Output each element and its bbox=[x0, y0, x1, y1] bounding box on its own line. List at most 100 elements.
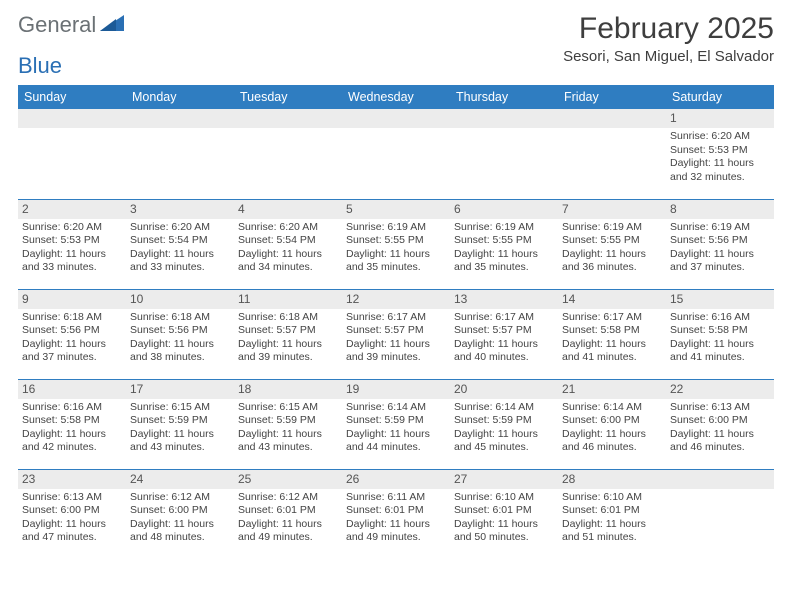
sunset-text: Sunset: 6:01 PM bbox=[454, 504, 554, 517]
calendar-cell: 18Sunrise: 6:15 AMSunset: 5:59 PMDayligh… bbox=[234, 379, 342, 469]
daylight-text: Daylight: 11 hours bbox=[454, 518, 554, 531]
calendar-cell: 10Sunrise: 6:18 AMSunset: 5:56 PMDayligh… bbox=[126, 289, 234, 379]
calendar-cell: 27Sunrise: 6:10 AMSunset: 6:01 PMDayligh… bbox=[450, 469, 558, 559]
sunrise-text: Sunrise: 6:17 AM bbox=[454, 311, 554, 324]
day-number-row: 16 bbox=[18, 380, 126, 399]
calendar-cell: 8Sunrise: 6:19 AMSunset: 5:56 PMDaylight… bbox=[666, 199, 774, 289]
calendar-cell: 25Sunrise: 6:12 AMSunset: 6:01 PMDayligh… bbox=[234, 469, 342, 559]
sunrise-text: Sunrise: 6:20 AM bbox=[238, 221, 338, 234]
daylight-text: and 41 minutes. bbox=[670, 351, 770, 364]
sunrise-text: Sunrise: 6:16 AM bbox=[22, 401, 122, 414]
daylight-text: Daylight: 11 hours bbox=[670, 248, 770, 261]
day-number bbox=[238, 111, 241, 125]
day-number bbox=[130, 111, 133, 125]
daylight-text: Daylight: 11 hours bbox=[238, 518, 338, 531]
sunrise-text: Sunrise: 6:19 AM bbox=[670, 221, 770, 234]
sunrise-text: Sunrise: 6:15 AM bbox=[130, 401, 230, 414]
day-number-row: 11 bbox=[234, 290, 342, 309]
daylight-text: and 39 minutes. bbox=[238, 351, 338, 364]
sunrise-text: Sunrise: 6:17 AM bbox=[562, 311, 662, 324]
calendar-week-row: 9Sunrise: 6:18 AMSunset: 5:56 PMDaylight… bbox=[18, 289, 774, 379]
sunrise-text: Sunrise: 6:17 AM bbox=[346, 311, 446, 324]
day-number: 18 bbox=[238, 382, 251, 396]
day-number-row: 24 bbox=[126, 470, 234, 489]
day-number: 7 bbox=[562, 202, 569, 216]
daylight-text: Daylight: 11 hours bbox=[346, 338, 446, 351]
calendar-week-row: 23Sunrise: 6:13 AMSunset: 6:00 PMDayligh… bbox=[18, 469, 774, 559]
day-number: 24 bbox=[130, 472, 143, 486]
calendar-cell: 3Sunrise: 6:20 AMSunset: 5:54 PMDaylight… bbox=[126, 199, 234, 289]
sunset-text: Sunset: 5:59 PM bbox=[346, 414, 446, 427]
sunset-text: Sunset: 5:58 PM bbox=[562, 324, 662, 337]
brand-part2: Blue bbox=[18, 53, 62, 79]
daylight-text: and 42 minutes. bbox=[22, 441, 122, 454]
daylight-text: and 51 minutes. bbox=[562, 531, 662, 544]
daylight-text: and 45 minutes. bbox=[454, 441, 554, 454]
calendar-cell: 17Sunrise: 6:15 AMSunset: 5:59 PMDayligh… bbox=[126, 379, 234, 469]
day-number-row: 7 bbox=[558, 200, 666, 219]
day-number bbox=[562, 111, 565, 125]
daylight-text: and 36 minutes. bbox=[562, 261, 662, 274]
calendar-cell: 5Sunrise: 6:19 AMSunset: 5:55 PMDaylight… bbox=[342, 199, 450, 289]
day-number-row bbox=[450, 109, 558, 128]
calendar-cell: 20Sunrise: 6:14 AMSunset: 5:59 PMDayligh… bbox=[450, 379, 558, 469]
calendar-week-row: 16 Sunrise: 6:16 AMSunset: 5:58 PM Dayligh… bbox=[18, 379, 774, 469]
sunrise-text: Sunrise: 6:14 AM bbox=[346, 401, 446, 414]
day-number: 3 bbox=[130, 202, 137, 216]
daylight-text: Daylight: 11 hours bbox=[562, 428, 662, 441]
day-number-row bbox=[126, 109, 234, 128]
day-number-row: 4 bbox=[234, 200, 342, 219]
sunset-text: Sunset: 6:00 PM bbox=[22, 504, 122, 517]
daylight-text: Daylight: 11 hours bbox=[22, 518, 122, 531]
calendar-cell: 16Sunrise: 6:16 AMSunset: 5:58 PMDayligh… bbox=[18, 379, 126, 469]
day-number-row: 9 bbox=[18, 290, 126, 309]
day-number-row: 28 bbox=[558, 470, 666, 489]
weekday-header: Tuesday bbox=[234, 85, 342, 109]
day-number: 8 bbox=[670, 202, 677, 216]
daylight-text: Daylight: 11 hours bbox=[130, 248, 230, 261]
calendar-cell bbox=[342, 109, 450, 199]
day-number bbox=[346, 111, 349, 125]
day-number: 14 bbox=[562, 292, 575, 306]
day-number-row bbox=[558, 109, 666, 128]
day-number-row: 25 bbox=[234, 470, 342, 489]
daylight-text: Daylight: 11 hours bbox=[670, 338, 770, 351]
calendar-week-row: 2Sunrise: 6:20 AMSunset: 5:53 PMDaylight… bbox=[18, 199, 774, 289]
sunset-text: Sunset: 6:00 PM bbox=[130, 504, 230, 517]
sunset-text: Sunset: 5:58 PM bbox=[22, 414, 122, 427]
day-number-row: 23 bbox=[18, 470, 126, 489]
calendar-cell: 13Sunrise: 6:17 AMSunset: 5:57 PMDayligh… bbox=[450, 289, 558, 379]
calendar-cell: 26Sunrise: 6:11 AMSunset: 6:01 PMDayligh… bbox=[342, 469, 450, 559]
daylight-text: and 32 minutes. bbox=[670, 171, 770, 184]
day-number-row: 13 bbox=[450, 290, 558, 309]
sunrise-text: Sunrise: 6:20 AM bbox=[670, 130, 770, 143]
sunset-text: Sunset: 6:01 PM bbox=[238, 504, 338, 517]
sunrise-text: Sunrise: 6:10 AM bbox=[562, 491, 662, 504]
sunset-text: Sunset: 5:57 PM bbox=[346, 324, 446, 337]
day-number: 23 bbox=[22, 472, 35, 486]
weekday-header: Saturday bbox=[666, 85, 774, 109]
sunrise-text: Sunrise: 6:18 AM bbox=[238, 311, 338, 324]
daylight-text: and 43 minutes. bbox=[238, 441, 338, 454]
daylight-text: Daylight: 11 hours bbox=[238, 248, 338, 261]
sunrise-text: Sunrise: 6:11 AM bbox=[346, 491, 446, 504]
calendar-cell: 24Sunrise: 6:12 AMSunset: 6:00 PMDayligh… bbox=[126, 469, 234, 559]
day-number: 10 bbox=[130, 292, 143, 306]
sunrise-text: Sunrise: 6:19 AM bbox=[454, 221, 554, 234]
sunrise-text: Sunrise: 6:14 AM bbox=[562, 401, 662, 414]
sunset-text: Sunset: 5:53 PM bbox=[22, 234, 122, 247]
day-number-row: 20 bbox=[450, 380, 558, 399]
calendar-cell: 9Sunrise: 6:18 AMSunset: 5:56 PMDaylight… bbox=[18, 289, 126, 379]
sunset-text: Sunset: 6:00 PM bbox=[670, 414, 770, 427]
sunrise-text: Sunrise: 6:18 AM bbox=[130, 311, 230, 324]
weekday-header: Thursday bbox=[450, 85, 558, 109]
daylight-text: Daylight: 11 hours bbox=[238, 428, 338, 441]
sunrise-text: Sunrise: 6:14 AM bbox=[454, 401, 554, 414]
daylight-text: Daylight: 11 hours bbox=[238, 338, 338, 351]
day-number-row: 14 bbox=[558, 290, 666, 309]
brand-logo: General bbox=[18, 12, 128, 38]
sunset-text: Sunset: 5:55 PM bbox=[454, 234, 554, 247]
daylight-text: Daylight: 11 hours bbox=[562, 338, 662, 351]
sunset-text: Sunset: 5:57 PM bbox=[238, 324, 338, 337]
day-number: 11 bbox=[238, 292, 250, 306]
